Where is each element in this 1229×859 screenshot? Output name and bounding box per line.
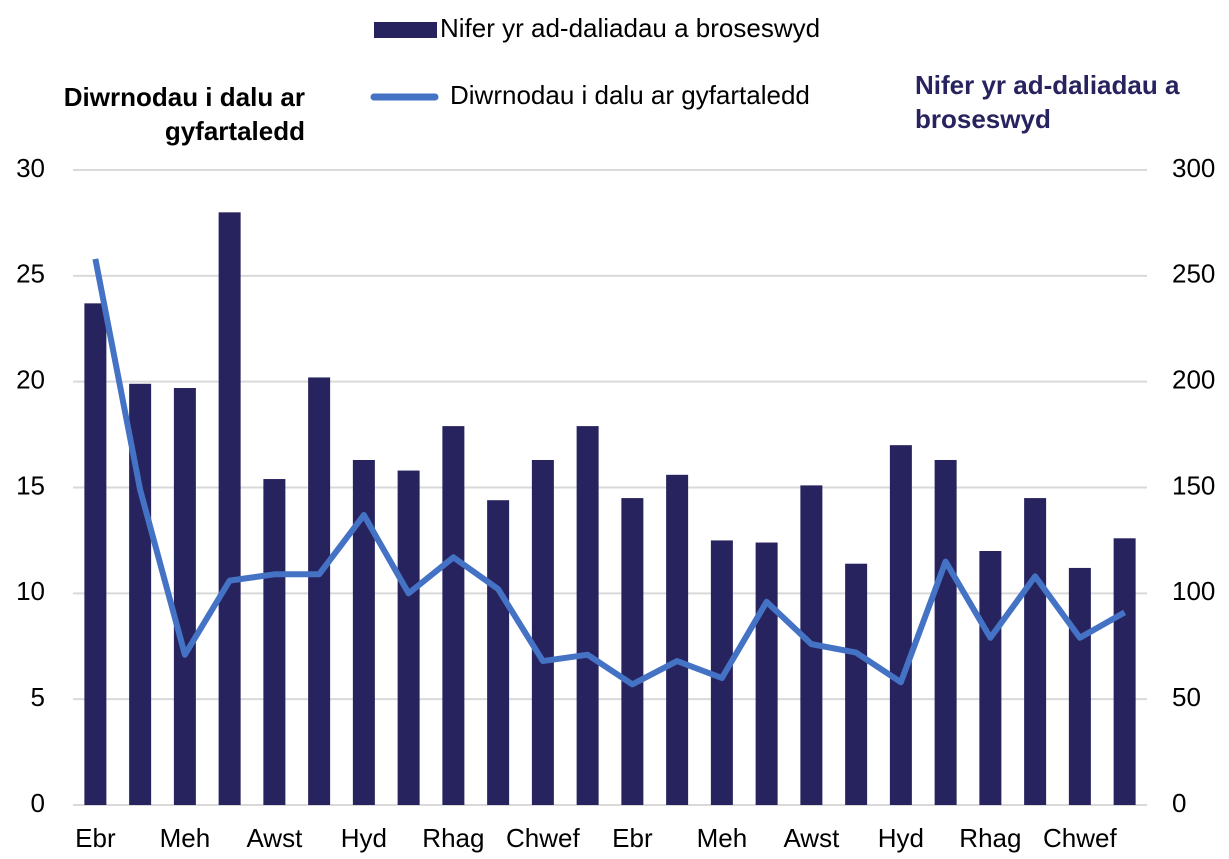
bar [845, 563, 868, 805]
legend-label: Nifer yr ad-daliadau a broseswyd [440, 13, 820, 43]
bar [263, 479, 286, 805]
x-tick-label: Ebr [612, 823, 653, 853]
bar [84, 303, 107, 805]
legend-swatch [374, 22, 437, 38]
y-tick-label: 0 [31, 788, 45, 818]
bar [531, 459, 554, 805]
x-tick-label: Meh [160, 823, 211, 853]
y2-tick-label: 150 [1172, 470, 1215, 500]
y2-tick-label: 200 [1172, 365, 1215, 395]
bar [1113, 538, 1136, 805]
bar [979, 551, 1002, 805]
bar [666, 474, 689, 805]
x-tick-label: Ebr [75, 823, 116, 853]
x-tick-label: Awst [246, 823, 303, 853]
bar [934, 459, 957, 805]
y-tick-label: 25 [16, 259, 45, 289]
bar [352, 459, 375, 805]
x-tick-label: Chwef [506, 823, 580, 853]
bar [442, 426, 465, 805]
y2-tick-label: 300 [1172, 153, 1215, 183]
x-tick-label: Rhag [959, 823, 1021, 853]
bar [1024, 498, 1047, 805]
bar [889, 445, 912, 805]
y2-tick-label: 50 [1172, 682, 1201, 712]
x-tick-label: Awst [783, 823, 840, 853]
y2-tick-label: 100 [1172, 576, 1215, 606]
legend-label: Diwrnodau i dalu ar gyfartaledd [450, 80, 810, 110]
line [92, 258, 1127, 688]
bar [308, 377, 331, 805]
bar [129, 383, 152, 805]
y-tick-label: 30 [16, 153, 45, 183]
y2-axis-title: Nifer yr ad-daliadau a broseswyd [915, 70, 1180, 134]
y-axis-title: Diwrnodau i dalu ar gyfartaledd [63, 82, 305, 146]
bar [487, 500, 510, 805]
y-tick-label: 5 [31, 682, 45, 712]
y-tick-label: 15 [16, 470, 45, 500]
y-tick-label: 20 [16, 365, 45, 395]
bar [1068, 567, 1091, 805]
x-tick-label: Hyd [878, 823, 924, 853]
bar [755, 542, 778, 805]
bar [621, 498, 644, 805]
x-tick-label: Hyd [341, 823, 387, 853]
x-tick-label: Meh [697, 823, 748, 853]
bar [576, 426, 599, 805]
y2-tick-label: 250 [1172, 259, 1215, 289]
bar [397, 470, 420, 805]
y-tick-label: 10 [16, 576, 45, 606]
bar [218, 212, 241, 806]
bar [173, 388, 196, 805]
x-tick-label: Rhag [422, 823, 484, 853]
x-tick-label: Chwef [1043, 823, 1117, 853]
y2-tick-label: 0 [1172, 788, 1186, 818]
